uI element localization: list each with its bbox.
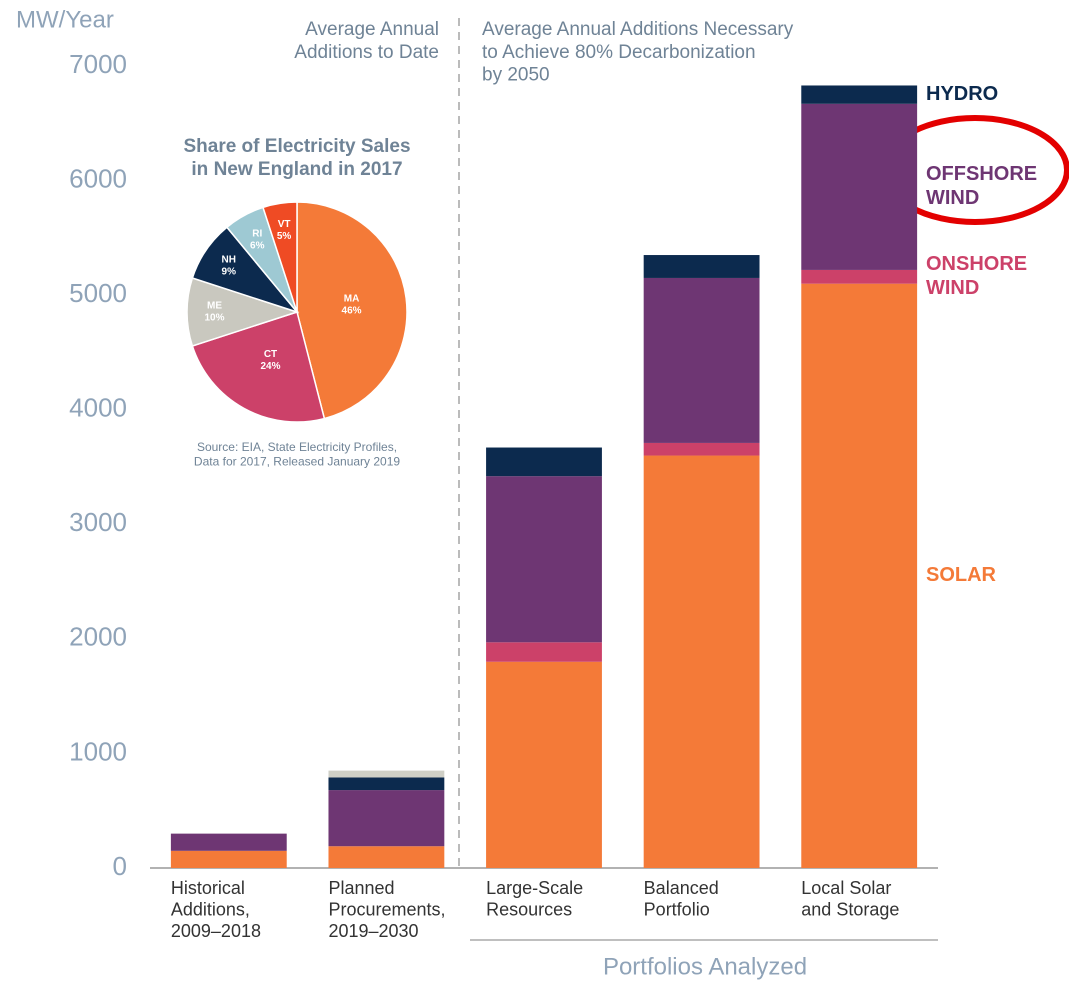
text-line: and Storage — [801, 899, 899, 919]
text-line: Local Solar — [801, 878, 891, 898]
text-line: WIND — [926, 277, 979, 299]
y-tick-label: 0 — [113, 851, 127, 881]
bar-segment — [801, 283, 918, 869]
text-line: Average Annual — [305, 19, 439, 40]
text-line: OFFSHORE — [926, 163, 1037, 185]
y-tick-label: 7000 — [69, 49, 127, 79]
y-tick-label: 6000 — [69, 163, 127, 193]
legend-label: OFFSHORE WIND — [926, 163, 1037, 209]
pie-value-label: 9% — [222, 266, 237, 277]
annotation: Average Annual Additions to Date — [294, 19, 439, 63]
legend-label: SOLAR — [926, 564, 997, 586]
y-tick-label: 4000 — [69, 393, 127, 423]
y-axis-label: MW/Year — [16, 6, 114, 33]
bar-segment — [801, 269, 918, 284]
text-line: Historical — [171, 878, 245, 898]
text-line: Additions to Date — [294, 42, 439, 63]
x-tick-label: Local Solar and Storage — [801, 878, 899, 920]
x-tick-label: Planned Procurements, 2019–2030 — [328, 878, 445, 941]
pie-value-label: 24% — [260, 361, 280, 372]
text-line: Share of Electricity Sales — [183, 136, 410, 157]
pie-value-label: 46% — [342, 306, 362, 317]
bar-segment — [486, 447, 602, 477]
y-tick-label: 5000 — [69, 278, 127, 308]
text-line: to Achieve 80% Decarbonization — [482, 42, 756, 63]
text-line: Large-Scale — [486, 878, 583, 898]
legend-label: HYDRO — [926, 83, 998, 105]
text-line: by 2050 — [482, 65, 550, 86]
bar-segment — [328, 846, 445, 868]
bar-segment — [170, 850, 287, 868]
pie-value-label: 5% — [277, 231, 292, 242]
bar-segment — [328, 770, 445, 778]
x-tick-label: Balanced Portfolio — [644, 878, 719, 920]
x-tick-label: Large-Scale Resources — [486, 878, 583, 920]
bar-segment — [486, 476, 602, 643]
bar-segment — [170, 833, 287, 851]
pie-slice — [296, 201, 408, 420]
pie-label: CT — [264, 349, 277, 360]
pie-label: NH — [222, 254, 236, 265]
pie-label: ME — [207, 301, 222, 312]
legend-label: ONSHORE WIND — [926, 253, 1027, 299]
y-tick-label: 1000 — [69, 736, 127, 766]
pie-slice — [262, 201, 298, 313]
source-note: Source: EIA, State Electricity Profiles,… — [194, 440, 400, 468]
text-line: Planned — [328, 878, 394, 898]
bar-segment — [643, 455, 760, 868]
text-line: WIND — [926, 187, 979, 209]
bar-segment — [486, 661, 602, 868]
bar-segment — [801, 85, 918, 104]
bar-segment — [801, 103, 918, 270]
bar-segment — [643, 277, 760, 443]
text-line: Procurements, — [328, 899, 445, 919]
pie-slice — [191, 311, 326, 423]
x-tick-label: Historical Additions, 2009–2018 — [171, 878, 261, 941]
text-line: Additions, — [171, 899, 250, 919]
bar-segment — [486, 642, 602, 662]
text-line: ONSHORE — [926, 253, 1027, 275]
bar-segment — [643, 442, 760, 456]
text-line: Source: EIA, State Electricity Profiles, — [197, 440, 397, 454]
bar-segment — [328, 777, 445, 791]
bar-segment — [328, 790, 445, 847]
pie-label: VT — [278, 219, 291, 230]
text-line: Balanced — [644, 878, 719, 898]
pie-value-label: 6% — [250, 240, 265, 251]
pie-label: RI — [252, 228, 262, 239]
text-line: Portfolio — [644, 899, 710, 919]
pie-title: Share of Electricity Sales in New England… — [183, 136, 410, 180]
text-line: Resources — [486, 899, 572, 919]
text-line: 2019–2030 — [328, 921, 418, 941]
text-line: Data for 2017, Released January 2019 — [194, 455, 400, 469]
pie-label: MA — [344, 294, 360, 305]
y-tick-label: 3000 — [69, 507, 127, 537]
y-tick-label: 2000 — [69, 622, 127, 652]
group-label: Portfolios Analyzed — [603, 953, 807, 980]
bar-segment — [643, 255, 760, 278]
text-line: Average Annual Additions Necessary — [482, 19, 794, 40]
text-line: 2009–2018 — [171, 921, 261, 941]
annotation: Average Annual Additions Necessary to Ach… — [482, 19, 794, 86]
pie-value-label: 10% — [204, 313, 224, 324]
text-line: in New England in 2017 — [191, 159, 402, 180]
